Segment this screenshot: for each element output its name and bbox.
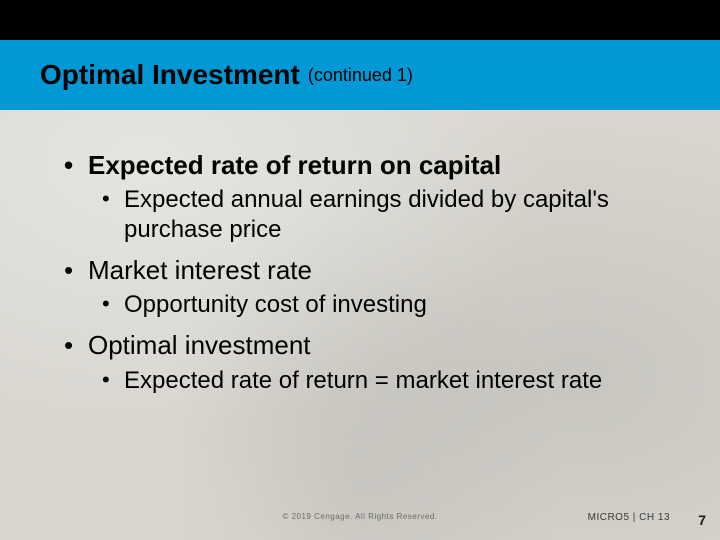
bullet-1-text: Expected rate of return on capital — [88, 150, 501, 180]
bullet-1-sub-1: Expected annual earnings divided by capi… — [100, 185, 680, 245]
footer: © 2019 Cengage. All Rights Reserved. MIC… — [0, 512, 720, 532]
copyright-text: © 2019 Cengage. All Rights Reserved. — [282, 512, 437, 521]
content-area: Expected rate of return on capital Expec… — [60, 140, 680, 402]
bullet-2-text: Market interest rate — [88, 255, 312, 285]
bullet-1: Expected rate of return on capital — [60, 150, 680, 181]
bullet-3-sub-1: Expected rate of return = market interes… — [100, 366, 680, 396]
course-ref: MICRO5 | CH 13 — [588, 512, 670, 523]
slide: Optimal Investment (continued 1) Expecte… — [0, 0, 720, 540]
bullet-3-text: Optimal investment — [88, 330, 311, 360]
bullet-3: Optimal investment — [60, 330, 680, 361]
bullet-2-sub-1: Opportunity cost of investing — [100, 290, 680, 320]
top-black-bar — [0, 0, 720, 40]
slide-title-main: Optimal Investment — [40, 59, 300, 91]
bullet-2: Market interest rate — [60, 255, 680, 286]
title-bar: Optimal Investment (continued 1) — [0, 40, 720, 110]
page-number: 7 — [698, 512, 706, 528]
slide-title-continued: (continued 1) — [308, 65, 413, 86]
